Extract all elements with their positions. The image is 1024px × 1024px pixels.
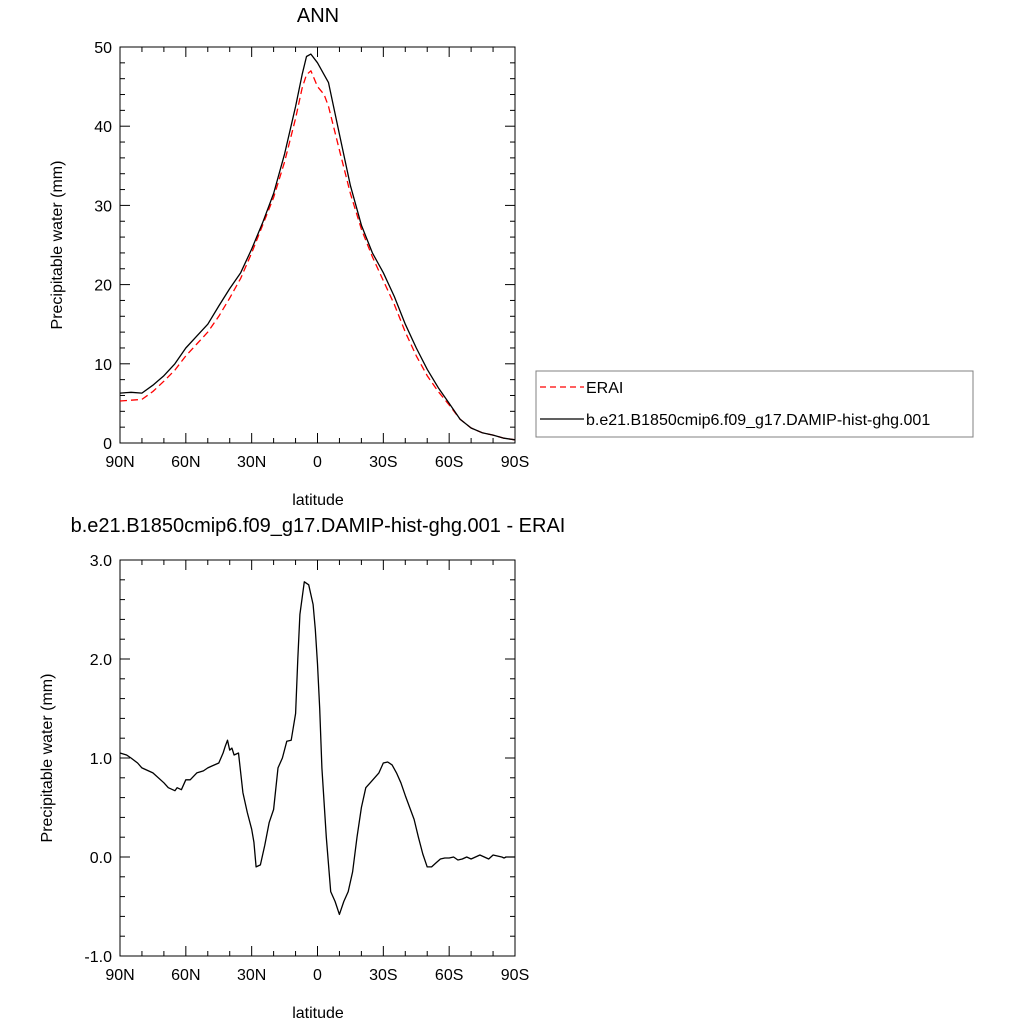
chart-title: ANN: [297, 5, 339, 27]
x-tick-label: 60S: [435, 454, 463, 471]
x-tick-label: 30S: [369, 454, 397, 471]
x-tick-label: 90N: [105, 454, 134, 471]
y-tick-label: 1.0: [90, 751, 112, 768]
y-axis-label: Precipitable water (mm): [49, 161, 66, 330]
x-tick-label: 30S: [369, 967, 397, 984]
model-series-line: [119, 53, 516, 441]
y-tick-label: 2.0: [90, 652, 112, 669]
axis-ticks: 90N 60N 30N 0 30S 60S 90S 0 10 20 30 40 50: [94, 40, 529, 471]
difference-panel: b.e21.B1850cmip6.f09_g17.DAMIP-hist-ghg.…: [39, 515, 565, 1022]
x-tick-label: 60S: [435, 967, 463, 984]
erai-series-line: [119, 70, 516, 441]
y-tick-label: 0.0: [90, 850, 112, 867]
x-tick-label: 0: [313, 454, 322, 471]
x-tick-label: 30N: [237, 967, 266, 984]
x-axis-label: latitude: [292, 492, 344, 509]
y-tick-label: 40: [94, 119, 112, 136]
legend-erai-label: ERAI: [586, 380, 623, 397]
plot-frame: [119, 46, 516, 444]
legend-box: [535, 370, 974, 438]
y-tick-label: 30: [94, 198, 112, 215]
x-axis-label: latitude: [292, 1005, 344, 1022]
y-axis-label: Precipitable water (mm): [39, 674, 56, 843]
series-lines: [119, 53, 516, 441]
y-tick-label: -1.0: [84, 949, 112, 966]
legend: ERAI b.e21.B1850cmip6.f09_g17.DAMIP-hist…: [535, 370, 974, 438]
chart-title: b.e21.B1850cmip6.f09_g17.DAMIP-hist-ghg.…: [71, 515, 566, 537]
x-tick-label: 90N: [105, 967, 134, 984]
series-lines: [119, 581, 515, 916]
x-tick-label: 0: [313, 967, 322, 984]
y-tick-label: 0: [103, 436, 112, 453]
axis-ticks: 90N 60N 30N 0 30S 60S 90S -1.0 0.0 1.0 2.0 3.0: [84, 553, 529, 984]
x-tick-label: 30N: [237, 454, 266, 471]
x-tick-label: 90S: [501, 967, 529, 984]
plot-frame: [119, 559, 516, 957]
difference-series-line: [119, 581, 515, 916]
x-tick-label: 90S: [501, 454, 529, 471]
y-tick-label: 10: [94, 357, 112, 374]
climatology-panel: ANN 90N 60N 30N 0 30S 60S 90S 0 10 20 30 40 50 latit…: [49, 5, 529, 509]
legend-model-label: b.e21.B1850cmip6.f09_g17.DAMIP-hist-ghg.…: [586, 412, 930, 429]
y-tick-label: 50: [94, 40, 112, 57]
x-tick-label: 60N: [171, 454, 200, 471]
x-tick-label: 60N: [171, 967, 200, 984]
y-tick-label: 3.0: [90, 553, 112, 570]
y-tick-label: 20: [94, 278, 112, 295]
